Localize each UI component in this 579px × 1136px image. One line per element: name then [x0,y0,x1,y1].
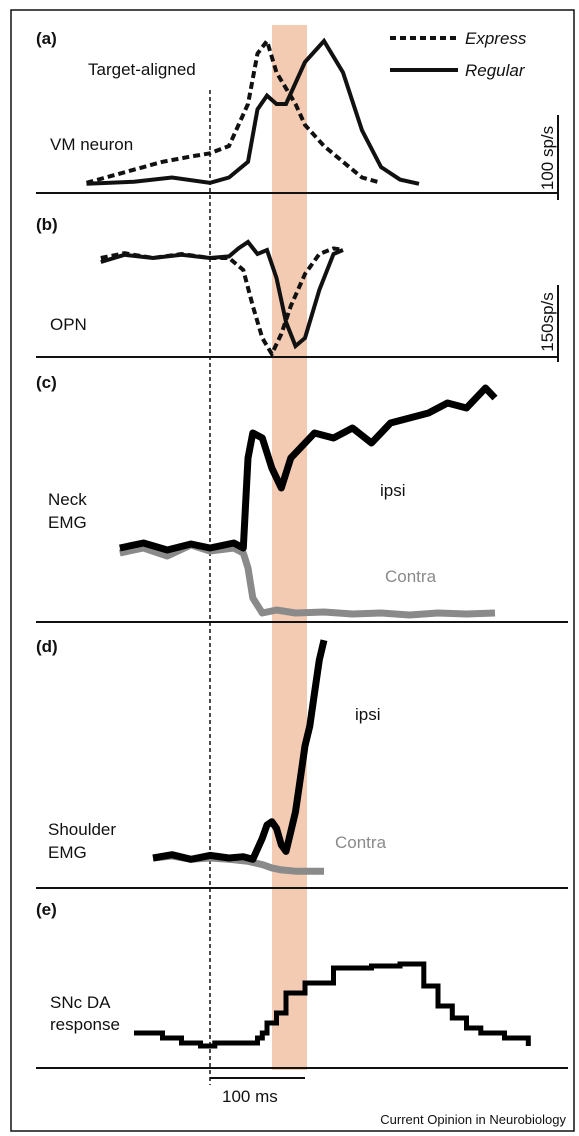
panel-d-letter: (d) [36,637,58,656]
panel-d-ylabel-line1: Shoulder [48,820,116,839]
panel-e-letter: (e) [36,900,57,919]
panel-a-letter: (a) [36,29,57,48]
panel-c-ylabel-line1: Neck [48,490,87,509]
panel-c-letter: (c) [36,373,57,392]
panel-d-ipsi-trace [152,639,328,863]
legend: Express Regular [390,29,527,80]
panel-e-ylabel-line2: response [50,1015,120,1034]
panel-c-contra-trace [119,541,496,619]
panel-e-da-trace [134,961,531,1049]
figure-frame [10,9,575,1132]
panel-c-ipsi-trace [119,384,498,554]
panel-b-letter: (b) [36,215,58,234]
panel-a-express-trace [85,36,382,185]
panel-b-scale-label: 150sp/s [538,292,557,352]
panel-b-regular-trace [100,239,344,350]
panel-e-ylabel-line1: SNc DA [50,993,111,1012]
panel-d-contra-label: Contra [335,833,387,852]
panel-d-ylabel-line2: EMG [48,843,87,862]
panel-a: (a) VM neuron 100 sp/s [36,29,559,200]
panel-a-scale-label: 100 sp/s [538,126,557,190]
highlight-band [272,25,307,1070]
legend-regular-label: Regular [465,61,526,80]
panel-c-contra-label: Contra [385,567,437,586]
panel-b: (b) OPN 150sp/s [36,215,559,362]
panel-c-ylabel-line2: EMG [48,513,87,532]
panel-c-ipsi-label: ipsi [380,481,406,500]
target-aligned-label: Target-aligned [88,60,196,79]
panel-d: (d) Shoulder EMG ipsi Contra [36,637,568,889]
panel-a-ylabel: VM neuron [50,135,133,154]
panel-b-ylabel: OPN [50,315,87,334]
panel-a-regular-trace [86,37,420,186]
time-scalebar-label: 100 ms [222,1087,278,1106]
panel-d-ipsi-label: ipsi [355,705,381,724]
panel-e: (e) SNc DA response [36,900,568,1069]
legend-express-label: Express [465,29,527,48]
figure-credit: Current Opinion in Neurobiology [380,1112,566,1127]
panel-c: (c) Neck EMG ipsi Contra [36,373,568,623]
